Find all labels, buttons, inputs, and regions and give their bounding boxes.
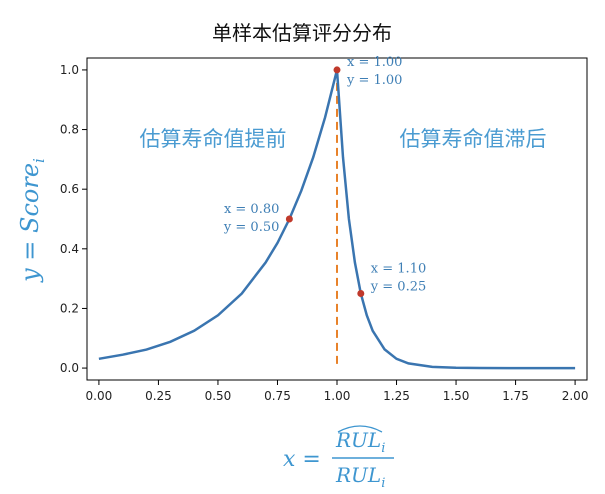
point-label-x: x = 1.00	[347, 55, 402, 70]
point-label-x: x = 0.80	[224, 202, 279, 217]
y-tick-label: 0.0	[60, 361, 79, 375]
x-axis: 0.00 0.25 0.50 0.75 1.00 1.25 1.50 1.75 2.00	[86, 380, 589, 403]
svg-text:RULi: RULi	[335, 428, 385, 456]
svg-text:y = Scorei: y = Scorei	[16, 158, 48, 283]
annotated-points: x = 0.80 y = 0.50 x = 1.00 y = 1.00 x = 1.10…	[223, 55, 426, 298]
x-axis-label: x = RULi RULi	[283, 425, 394, 491]
point-label-y: y = 0.50	[223, 220, 279, 235]
x-tick-label: 0.50	[205, 389, 232, 403]
x-tick-label: 0.25	[145, 389, 172, 403]
region-label-left: 估算寿命值提前	[140, 127, 287, 151]
x-tick-label: 1.50	[443, 389, 470, 403]
y-tick-label: 0.8	[60, 123, 79, 137]
y-tick-label: 0.4	[60, 242, 79, 256]
x-tick-label: 1.00	[324, 389, 351, 403]
data-point-marker	[285, 215, 293, 223]
chart-title: 单样本估算评分分布	[212, 21, 392, 45]
x-tick-label: 0.75	[264, 389, 291, 403]
hat-accent	[337, 425, 383, 433]
point-label-y: y = 0.25	[370, 280, 426, 295]
point-label-x: x = 1.10	[371, 262, 426, 277]
series-line	[98, 69, 576, 370]
y-axis-label: y = Scorei	[16, 158, 48, 283]
x-tick-label: 0.00	[86, 389, 113, 403]
x-tick-label: 1.25	[383, 389, 410, 403]
point-label-y: y = 1.00	[346, 73, 402, 88]
y-tick-label: 0.6	[60, 182, 79, 196]
x-tick-label: 1.75	[502, 389, 529, 403]
region-label-right: 估算寿命值滞后	[400, 127, 547, 151]
y-tick-label: 0.2	[60, 301, 79, 315]
svg-text:RULi: RULi	[335, 463, 385, 491]
x-tick-label: 2.00	[562, 389, 589, 403]
y-axis: 0.0 0.2 0.4 0.6 0.8 1.0	[60, 63, 87, 375]
y-tick-label: 1.0	[60, 63, 79, 77]
data-point-marker	[333, 66, 341, 74]
data-point-marker	[357, 290, 365, 298]
svg-text:x =: x =	[283, 447, 321, 472]
